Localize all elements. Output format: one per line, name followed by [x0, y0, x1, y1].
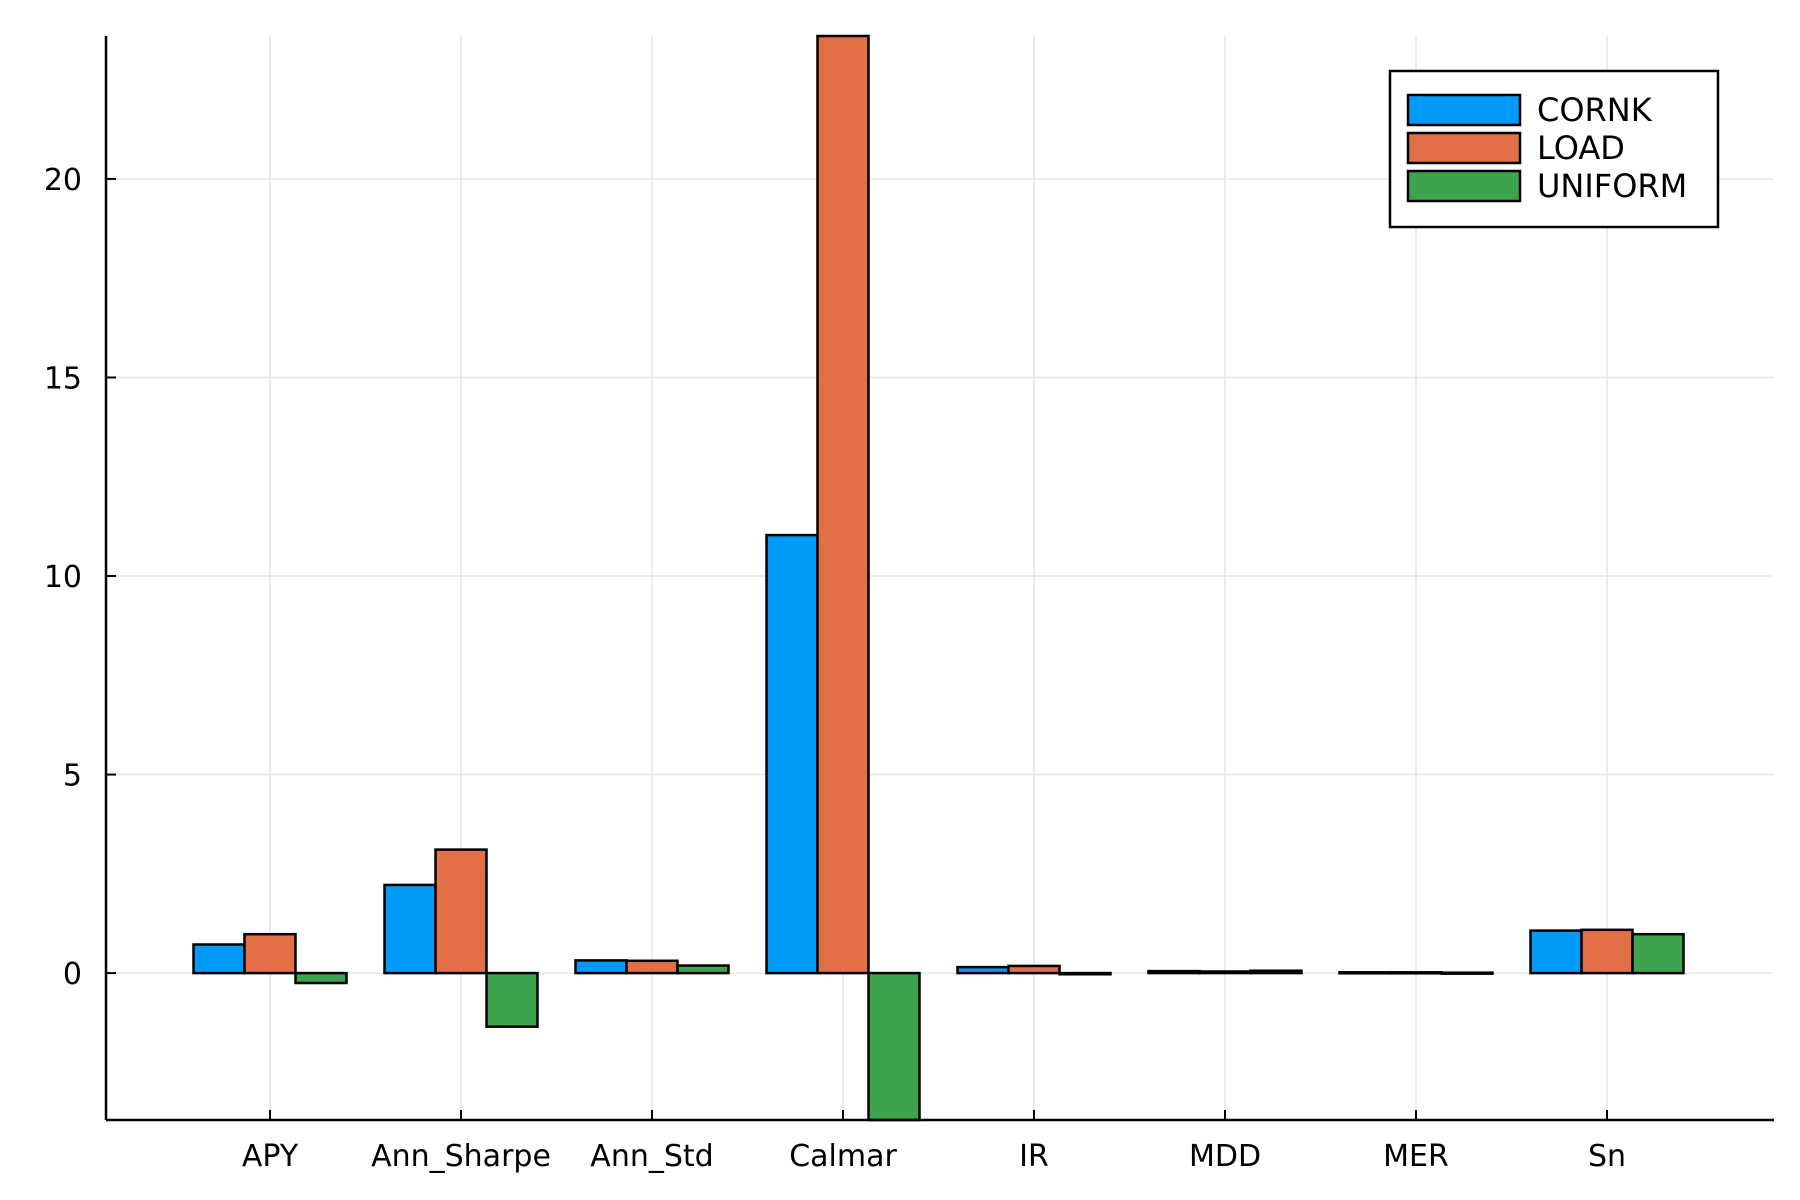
legend-swatch-uniform	[1406, 169, 1522, 203]
bar-uniform-sn	[1631, 932, 1685, 975]
bar-cornk-calmar	[765, 533, 819, 975]
bar-cornk-ir	[956, 965, 1010, 975]
x-tick-label: Calmar	[789, 1139, 897, 1174]
bar-load-calmar	[816, 34, 870, 975]
bar-uniform-apy	[294, 971, 348, 985]
bar-cornk-mdd	[1147, 969, 1201, 975]
y-tick-label: 20	[44, 163, 82, 198]
tick-labels: 0 5 10 15 20 APY Ann_Sharpe Ann_Std Calmar IR MDD M…	[44, 163, 1626, 1174]
bar-load-ir	[1007, 964, 1061, 975]
bar-load-mer	[1389, 971, 1443, 975]
legend-swatch-cornk	[1406, 93, 1522, 127]
bar-cornk-apy	[192, 943, 246, 975]
bar-uniform-ann_std	[676, 964, 730, 975]
bar-uniform-calmar	[867, 971, 921, 1122]
legend-label-load: LOAD	[1537, 129, 1625, 167]
bars	[192, 34, 1685, 1122]
bar-uniform-ir	[1058, 971, 1112, 976]
x-tick-label: Sn	[1588, 1139, 1626, 1174]
bar-load-sn	[1580, 928, 1634, 975]
legend-swatch-load	[1406, 131, 1522, 165]
x-tick-label: MER	[1383, 1139, 1449, 1174]
bar-uniform-mdd	[1249, 969, 1303, 975]
bar-cornk-sn	[1529, 929, 1583, 975]
x-tick-label: Ann_Sharpe	[371, 1139, 551, 1174]
y-tick-label: 5	[63, 759, 82, 794]
bar-load-ann_std	[625, 959, 679, 975]
y-tick-label: 0	[63, 957, 82, 992]
x-tick-label: MDD	[1189, 1139, 1261, 1174]
axes	[104, 36, 1774, 1122]
bar-load-mdd	[1198, 970, 1252, 975]
bar-cornk-ann_std	[574, 959, 628, 975]
y-tick-label: 15	[44, 361, 82, 396]
bar-cornk-mer	[1338, 971, 1392, 975]
legend-label-cornk: CORNK	[1537, 91, 1653, 129]
bar-load-apy	[243, 932, 297, 975]
x-tick-label: IR	[1019, 1139, 1049, 1174]
bar-uniform-mer	[1440, 971, 1494, 975]
bar-cornk-ann_sharpe	[383, 883, 437, 975]
legend-label-uniform: UNIFORM	[1537, 167, 1687, 205]
bar-load-ann_sharpe	[434, 848, 488, 975]
x-tick-label: APY	[242, 1139, 299, 1174]
y-tick-label: 10	[44, 560, 82, 595]
x-tick-label: Ann_Std	[590, 1139, 713, 1174]
bar-uniform-ann_sharpe	[485, 971, 539, 1028]
